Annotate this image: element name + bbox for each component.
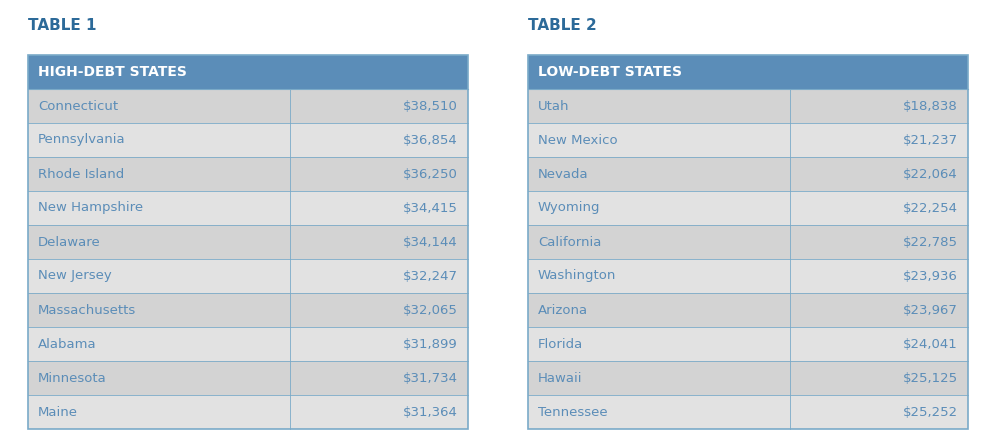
Bar xyxy=(528,361,968,395)
Bar xyxy=(528,395,968,429)
Text: Florida: Florida xyxy=(538,337,583,351)
Text: $36,250: $36,250 xyxy=(403,168,458,180)
Text: Connecticut: Connecticut xyxy=(38,99,118,113)
Text: Alabama: Alabama xyxy=(38,337,97,351)
Text: LOW-DEBT STATES: LOW-DEBT STATES xyxy=(538,65,682,79)
Text: HIGH-DEBT STATES: HIGH-DEBT STATES xyxy=(38,65,187,79)
Bar xyxy=(528,123,968,157)
Text: $25,125: $25,125 xyxy=(903,371,958,385)
Text: Washington: Washington xyxy=(538,269,616,282)
Bar xyxy=(28,395,468,429)
Bar xyxy=(28,123,468,157)
Text: Hawaii: Hawaii xyxy=(538,371,582,385)
Bar xyxy=(528,157,968,191)
Bar xyxy=(28,55,468,429)
Text: $36,854: $36,854 xyxy=(403,133,458,147)
Text: $34,144: $34,144 xyxy=(403,235,458,249)
Bar xyxy=(28,259,468,293)
Bar xyxy=(528,191,968,225)
Text: Utah: Utah xyxy=(538,99,570,113)
Bar xyxy=(528,55,968,429)
Text: California: California xyxy=(538,235,601,249)
Text: $34,415: $34,415 xyxy=(403,202,458,214)
Text: Wyoming: Wyoming xyxy=(538,202,600,214)
Text: $22,785: $22,785 xyxy=(903,235,958,249)
Text: TABLE 2: TABLE 2 xyxy=(528,18,597,33)
Bar xyxy=(28,191,468,225)
Text: Minnesota: Minnesota xyxy=(38,371,107,385)
Bar xyxy=(28,361,468,395)
Text: New Mexico: New Mexico xyxy=(538,133,618,147)
Text: Massachusetts: Massachusetts xyxy=(38,304,136,316)
Text: $25,252: $25,252 xyxy=(903,406,958,418)
Text: $32,065: $32,065 xyxy=(403,304,458,316)
Bar xyxy=(28,327,468,361)
Bar xyxy=(528,55,968,89)
Bar xyxy=(28,157,468,191)
Text: $38,510: $38,510 xyxy=(403,99,458,113)
Text: $31,364: $31,364 xyxy=(403,406,458,418)
Bar xyxy=(528,259,968,293)
Bar xyxy=(528,89,968,123)
Text: Nevada: Nevada xyxy=(538,168,589,180)
Text: $32,247: $32,247 xyxy=(403,269,458,282)
Text: TABLE 1: TABLE 1 xyxy=(28,18,96,33)
Bar xyxy=(28,55,468,89)
Text: $21,237: $21,237 xyxy=(903,133,958,147)
Bar xyxy=(528,293,968,327)
Text: Rhode Island: Rhode Island xyxy=(38,168,124,180)
Text: $18,838: $18,838 xyxy=(903,99,958,113)
Text: Arizona: Arizona xyxy=(538,304,588,316)
Bar xyxy=(28,293,468,327)
Bar xyxy=(28,89,468,123)
Bar xyxy=(28,225,468,259)
Text: Pennsylvania: Pennsylvania xyxy=(38,133,126,147)
Text: $24,041: $24,041 xyxy=(903,337,958,351)
Text: New Hampshire: New Hampshire xyxy=(38,202,143,214)
Text: $23,967: $23,967 xyxy=(903,304,958,316)
Text: Delaware: Delaware xyxy=(38,235,101,249)
Text: $22,064: $22,064 xyxy=(903,168,958,180)
Text: New Jersey: New Jersey xyxy=(38,269,112,282)
Text: Maine: Maine xyxy=(38,406,78,418)
Text: $23,936: $23,936 xyxy=(903,269,958,282)
Text: $31,899: $31,899 xyxy=(403,337,458,351)
Bar xyxy=(528,225,968,259)
Text: $22,254: $22,254 xyxy=(903,202,958,214)
Text: $31,734: $31,734 xyxy=(403,371,458,385)
Bar xyxy=(528,327,968,361)
Text: Tennessee: Tennessee xyxy=(538,406,608,418)
